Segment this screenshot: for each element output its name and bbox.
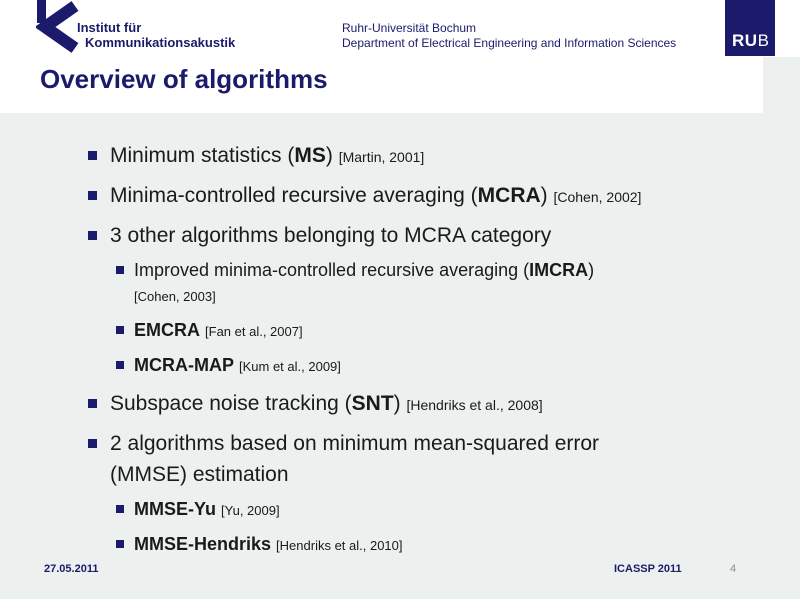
list-item: Minima-controlled recursive averaging (M…	[88, 180, 764, 213]
citation: [Hendriks et al., 2010]	[276, 538, 403, 553]
content-panel	[0, 113, 800, 599]
bold-acronym: MCRA-MAP	[134, 355, 234, 375]
citation: [Martin, 2001]	[338, 149, 425, 165]
bullet-square-icon	[88, 399, 97, 408]
item-text-part: Improved minima-controlled recursive ave…	[134, 260, 530, 280]
bullet-square-icon	[116, 361, 124, 369]
item-text-part: 3 other algorithms belonging to MCRA cat…	[110, 224, 552, 247]
item-text-part: Subspace noise tracking (	[110, 392, 352, 415]
citation: [Yu, 2009]	[221, 503, 280, 518]
footer-conference: ICASSP 2011	[614, 563, 682, 575]
list-item: Subspace noise tracking (SNT) [Hendriks …	[88, 388, 764, 421]
bold-acronym: MCRA	[477, 184, 541, 207]
footer-date: 27.05.2011	[44, 563, 99, 575]
bold-acronym: MMSE-Hendriks	[134, 534, 272, 554]
bullet-square-icon	[116, 326, 124, 334]
bullet-square-icon	[88, 151, 97, 160]
item-text-part: )	[393, 392, 407, 415]
item-text-part: Minima-controlled recursive averaging (	[110, 184, 478, 207]
list-item: 3 other algorithms belonging to MCRA cat…	[88, 220, 764, 251]
citation: [Cohen, 2003]	[134, 289, 216, 304]
item-text-part: )	[325, 144, 339, 167]
list-item: MMSE-Yu [Yu, 2009]	[116, 497, 764, 523]
bullet-square-icon	[116, 505, 124, 513]
university-name-line2: Department of Electrical Engineering and…	[342, 35, 677, 50]
citation: [Fan et al., 2007]	[205, 324, 303, 339]
page-title: Overview of algorithms	[40, 64, 328, 94]
citation: [Hendriks et al., 2008]	[406, 397, 543, 413]
list-item-text: Minimum statistics (MS) [Martin, 2001]	[110, 140, 764, 173]
list-item: EMCRA [Fan et al., 2007]	[116, 318, 764, 344]
list-item: Improved minima-controlled recursive ave…	[116, 258, 764, 309]
list-item: Minimum statistics (MS) [Martin, 2001]	[88, 140, 764, 173]
list-item-text: MCRA-MAP [Kum et al., 2009]	[134, 353, 764, 379]
institute-name: Institut für Kommunikationsakustik	[77, 20, 235, 50]
bold-acronym: IMCRA	[529, 260, 589, 280]
list-item-text: 2 algorithms based on minimum mean-squar…	[110, 428, 764, 490]
institute-name-line2: Kommunikationsakustik	[85, 35, 236, 50]
footer-page-number: 4	[730, 563, 737, 575]
list-item: MMSE-Hendriks [Hendriks et al., 2010]	[116, 532, 764, 558]
item-text-part: 2 algorithms based on minimum mean-squar…	[110, 432, 600, 455]
rub-logo-text-bold: RU	[732, 31, 758, 50]
citation: [Cohen, 2002]	[553, 189, 642, 205]
rub-logo: RUB	[725, 0, 775, 56]
item-text-part: (MMSE) estimation	[110, 463, 289, 486]
list-item-text: Subspace noise tracking (SNT) [Hendriks …	[110, 388, 764, 421]
list-item-text: Improved minima-controlled recursive ave…	[134, 258, 764, 309]
content-panel-right-patch	[763, 57, 800, 113]
list-item-text: 3 other algorithms belonging to MCRA cat…	[110, 220, 764, 251]
list-item-text: MMSE-Hendriks [Hendriks et al., 2010]	[134, 532, 764, 558]
bold-acronym: MMSE-Yu	[134, 499, 217, 519]
bullet-square-icon	[88, 191, 97, 200]
bold-acronym: SNT	[351, 392, 394, 415]
bold-acronym: MS	[294, 144, 326, 167]
bold-acronym: EMCRA	[134, 320, 200, 340]
ika-k-logo-icon	[36, 0, 79, 53]
bullet-square-icon	[116, 540, 124, 548]
university-name-line1: Ruhr-Universität Bochum	[342, 21, 477, 35]
list-item: 2 algorithms based on minimum mean-squar…	[88, 428, 764, 490]
list-item-text: EMCRA [Fan et al., 2007]	[134, 318, 764, 344]
university-name: Ruhr-Universität Bochum Department of El…	[342, 21, 676, 50]
bullet-square-icon	[88, 439, 97, 448]
rub-logo-text-light: B	[757, 31, 770, 50]
list-item-text: MMSE-Yu [Yu, 2009]	[134, 497, 764, 523]
bullet-list: Minimum statistics (MS) [Martin, 2001] Mi…	[88, 140, 764, 567]
bullet-square-icon	[116, 266, 124, 274]
item-text-part: Minimum statistics (	[110, 144, 295, 167]
rub-logo-text: RUB	[732, 31, 769, 51]
citation: [Kum et al., 2009]	[239, 359, 341, 374]
list-item-text: Minima-controlled recursive averaging (M…	[110, 180, 764, 213]
item-text-part: )	[588, 260, 595, 280]
list-item: MCRA-MAP [Kum et al., 2009]	[116, 353, 764, 379]
institute-name-line1: Institut für	[77, 20, 142, 35]
bullet-square-icon	[88, 231, 97, 240]
item-text-part: )	[540, 184, 554, 207]
